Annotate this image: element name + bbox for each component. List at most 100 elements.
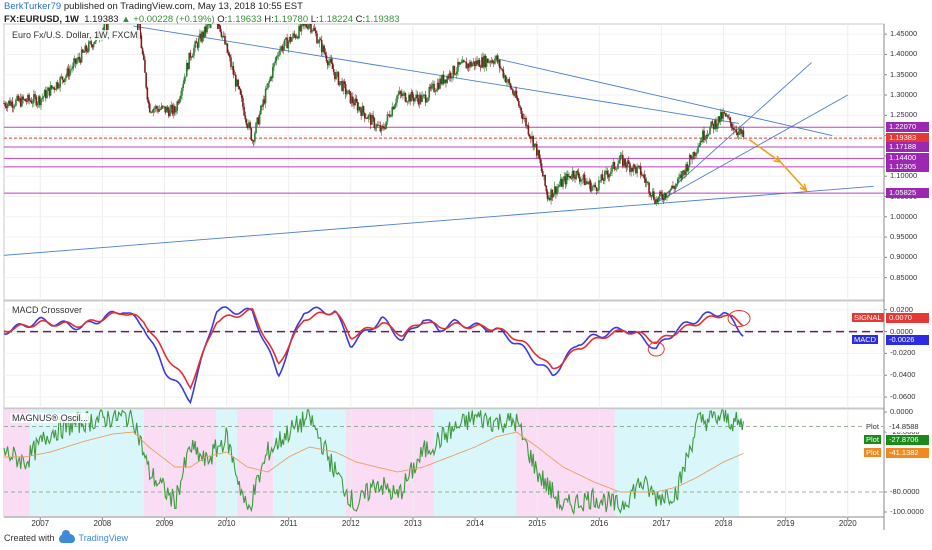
candle-body: [679, 174, 681, 178]
candle-body: [737, 131, 740, 136]
candle-body: [433, 83, 435, 92]
osc-legend-label: Plot: [864, 448, 881, 458]
candle-body: [323, 45, 325, 53]
candle-body: [344, 84, 347, 94]
osc-legend-value: -14.8588: [886, 421, 929, 432]
candle-body: [218, 24, 220, 27]
candle-body: [224, 35, 226, 45]
candle-body: [616, 168, 618, 170]
candle-body: [199, 33, 201, 39]
candle-body: [312, 28, 315, 31]
candle-body: [488, 61, 490, 63]
candle-body: [28, 94, 30, 101]
candle-body: [184, 76, 187, 78]
candle-body: [380, 126, 383, 132]
candle-body: [718, 116, 721, 122]
price-tick-label: 1.40000: [890, 49, 918, 59]
candle-body: [417, 98, 420, 105]
candle-body: [365, 118, 367, 119]
candle-body: [219, 25, 222, 32]
candle-body: [71, 68, 73, 70]
candle-body: [387, 114, 390, 116]
candle-body: [42, 96, 45, 98]
candle-body: [496, 55, 499, 63]
candle-body: [470, 61, 472, 67]
symbol-label[interactable]: FX:EURUSD, 1W: [4, 14, 79, 25]
candle-body: [514, 90, 517, 96]
candle-body: [590, 186, 593, 192]
candle-body: [331, 62, 334, 69]
candle-body: [328, 62, 330, 66]
candle-body: [152, 108, 155, 113]
candle-body: [703, 130, 705, 140]
candle-body: [208, 24, 211, 25]
candle-body: [472, 61, 475, 64]
candle-body: [664, 193, 667, 198]
candle-body: [397, 94, 400, 96]
candle-body: [467, 63, 470, 68]
candle-body: [411, 91, 414, 98]
candle-body: [238, 86, 241, 89]
candle-body: [741, 130, 744, 135]
year-tick-label: 2013: [404, 519, 422, 528]
candle-body: [669, 189, 672, 191]
candle-body: [185, 63, 188, 77]
candle-body: [641, 174, 643, 176]
pane-border-0: [3, 23, 885, 301]
candle-body: [538, 150, 540, 159]
author-link[interactable]: BerkTurker79: [4, 1, 62, 12]
candle-body: [574, 176, 576, 179]
candle-body: [424, 94, 427, 103]
candle-body: [268, 81, 270, 84]
tradingview-brand[interactable]: TradingView: [78, 533, 129, 543]
candle-body: [504, 75, 507, 83]
candle-body: [325, 55, 328, 62]
candle-body: [283, 39, 286, 47]
candle-body: [497, 60, 500, 63]
candle-body: [150, 111, 152, 113]
candle-body: [291, 38, 293, 42]
candle-body: [455, 71, 458, 75]
signal-legend-label: SIGNAL: [852, 312, 884, 322]
candle-body: [384, 128, 386, 130]
candle-body: [614, 168, 617, 170]
candle-body: [197, 38, 200, 48]
candle-body: [142, 53, 145, 60]
candle-body: [337, 72, 340, 85]
candle-body: [740, 128, 742, 135]
candle-body: [371, 115, 373, 125]
candles: [3, 24, 745, 206]
candle-body: [491, 60, 494, 63]
osc-plot-line: [3, 409, 744, 515]
candle-body: [494, 58, 496, 64]
candle-body: [498, 60, 501, 68]
candle-body: [390, 115, 392, 117]
candle-body: [201, 32, 204, 42]
candle-body: [440, 78, 443, 84]
candle-body: [678, 177, 680, 179]
candle-body: [507, 79, 509, 82]
candle-body: [314, 30, 317, 34]
price-tick-label: 0.90000: [890, 252, 918, 262]
candle-body: [691, 158, 693, 160]
candle-body: [223, 35, 225, 37]
candle-body: [531, 136, 533, 139]
candle-body: [294, 35, 297, 38]
candle-body: [146, 87, 149, 100]
annotation-circle: [727, 309, 751, 327]
candle-body: [244, 115, 247, 120]
candle-body: [619, 155, 622, 161]
candle-body: [501, 68, 503, 70]
candle-body: [659, 191, 661, 197]
candle-body: [200, 33, 202, 42]
candle-body: [158, 109, 161, 112]
candle-body: [52, 87, 54, 89]
candle-body: [282, 46, 285, 51]
candle-body: [558, 185, 561, 187]
macd-tick-label: -0.0200: [890, 348, 916, 358]
macd-tick-label: 0.0000: [890, 326, 913, 336]
candle-body: [374, 127, 377, 129]
candle-body: [21, 96, 23, 107]
